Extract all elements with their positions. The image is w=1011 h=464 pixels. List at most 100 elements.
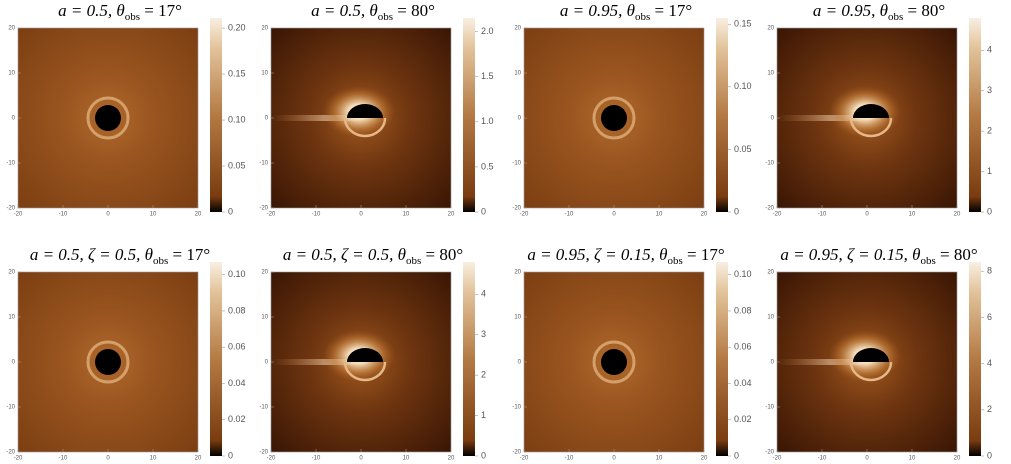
intensity-image — [271, 272, 451, 452]
colorbar-tick-label: 0 — [228, 206, 233, 216]
x-tick-label: 20 — [195, 212, 202, 218]
x-tick-label: -10 — [818, 212, 827, 218]
y-tick-label: -10 — [259, 405, 268, 411]
colorbar-tick-label: 0.10 — [734, 81, 752, 91]
title-prefix: a = 0.5, ζ = 0.5, — [30, 245, 145, 264]
title-suffix: = 17° — [168, 245, 210, 264]
y-tick-label: -20 — [259, 206, 268, 212]
colorbar-tick-label: 0 — [987, 450, 992, 460]
x-tick-label: -20 — [520, 212, 529, 218]
colorbar-tick-label: 1.5 — [481, 71, 494, 81]
lower-ring — [343, 361, 387, 382]
y-tick-label: 20 — [261, 270, 268, 276]
x-tick-label: 10 — [909, 456, 916, 462]
title-theta: θ — [880, 1, 888, 20]
colorbar-tick-label: 0.10 — [228, 114, 246, 124]
colorbar-tick-label: 0 — [734, 206, 739, 216]
colorbar-tick-label: 0 — [481, 450, 486, 460]
panel: a = 0.95, θobs = 17° -20-20 -10 -10 0 0 10 10 20… — [512, 1, 751, 218]
colorbar-tick-label: 3 — [481, 329, 486, 339]
photon-ring — [592, 96, 636, 140]
panel-title: a = 0.5, ζ = 0.5, θobs = 80° — [283, 245, 463, 267]
x-tick-label: -10 — [565, 456, 574, 462]
colorbar-tick-label: 0.05 — [734, 144, 752, 154]
y-tick-label: -20 — [765, 206, 774, 212]
title-theta: θ — [116, 1, 124, 20]
x-tick-label: 10 — [656, 456, 663, 462]
colorbar-tick-label: 0.08 — [228, 305, 246, 315]
title-prefix: a = 0.95, — [560, 1, 627, 20]
panel-title: a = 0.5, θobs = 80° — [311, 1, 435, 23]
shadow — [347, 104, 383, 118]
colorbar-tick-label: 0.04 — [734, 378, 752, 388]
y-tick-label: -20 — [512, 206, 521, 212]
y-tick-label: -20 — [765, 450, 774, 456]
intensity-image — [524, 272, 704, 452]
x-tick-label: 20 — [954, 456, 961, 462]
x-tick-label: -20 — [267, 456, 276, 462]
x-tick-label: 0 — [359, 456, 363, 462]
y-tick-label: 10 — [261, 315, 268, 321]
shadow — [601, 349, 627, 375]
colorbar-tick-label: 0 — [987, 206, 992, 216]
colorbar-tick-label: 3 — [987, 85, 992, 95]
panel-title: a = 0.5, θobs = 17° — [58, 1, 182, 23]
x-tick-label: -20 — [520, 456, 529, 462]
title-suffix: = 80° — [936, 245, 978, 264]
shadow — [95, 105, 121, 131]
panel: a = 0.95, θobs = 80°-20-20-10-1000101020… — [765, 1, 992, 218]
panel: a = 0.5, ζ = 0.5, θobs = 17° -20-20 -10 -10… — [6, 245, 245, 462]
intensity-image — [18, 28, 198, 208]
colorbar-tick-label: 0.20 — [228, 22, 246, 32]
y-tick-label: 0 — [518, 116, 522, 122]
x-tick-label: 0 — [359, 212, 363, 218]
x-tick-label: 20 — [701, 212, 708, 218]
panel-title: a = 0.95, θobs = 80° — [813, 1, 945, 23]
x-tick-label: 10 — [403, 456, 410, 462]
y-tick-label: -20 — [6, 206, 15, 212]
colorbar-tick-label: 0.06 — [734, 342, 752, 352]
colorbar-tick-label: 0.06 — [228, 342, 246, 352]
title-suffix: = 17° — [683, 245, 725, 264]
colorbar-tick-label: 1 — [987, 166, 992, 176]
panel: a = 0.5, θobs = 17° -20-20 -10 -10 0 0 10 10 20 2… — [6, 1, 245, 218]
y-tick-label: 0 — [771, 360, 775, 366]
y-tick-label: 10 — [767, 315, 774, 321]
panel: a = 0.5, θobs = 80° -20-20 -10 -10 0 0 10 10 20 2… — [259, 1, 493, 218]
title-prefix: a = 0.5, — [311, 1, 369, 20]
colorbar-tick-label: 0.05 — [228, 160, 246, 170]
panel-title: a = 0.5, ζ = 0.5, θobs = 17° — [30, 245, 210, 267]
shadow — [601, 105, 627, 131]
x-tick-label: -10 — [312, 212, 321, 218]
photon-ring — [592, 340, 636, 384]
title-suffix: = 17° — [140, 1, 182, 20]
disk-streak — [271, 359, 355, 365]
y-tick-label: 10 — [514, 315, 521, 321]
colorbar-tick-label: 0.02 — [734, 414, 752, 424]
lower-ring — [849, 361, 893, 382]
x-tick-label: 0 — [865, 456, 869, 462]
colorbar — [463, 262, 475, 456]
title-subscript: obs — [921, 255, 936, 267]
title-suffix: = 80° — [393, 1, 435, 20]
title-theta: θ — [398, 245, 406, 264]
intensity-image — [777, 28, 957, 208]
title-suffix: = 17° — [650, 1, 692, 20]
panel: a = 0.95, ζ = 0.15, θobs = 17° -20-20 -10 -… — [512, 245, 751, 462]
x-tick-label: -10 — [312, 456, 321, 462]
y-tick-label: 10 — [261, 71, 268, 77]
colorbar-tick-label: 2 — [987, 126, 992, 136]
y-tick-label: 20 — [8, 26, 15, 32]
colorbar-tick-label: 4 — [987, 45, 992, 55]
colorbar-tick-label: 0.08 — [734, 305, 752, 315]
y-tick-label: 10 — [8, 71, 15, 77]
photon-ring — [86, 96, 130, 140]
title-prefix: a = 0.5, ζ = 0.5, — [283, 245, 398, 264]
intensity-image — [777, 272, 957, 452]
x-tick-label: 0 — [612, 212, 616, 218]
title-subscript: obs — [125, 11, 140, 23]
y-tick-label: -20 — [6, 450, 15, 456]
y-tick-label: -20 — [512, 450, 521, 456]
title-prefix: a = 0.95, ζ = 0.15, — [527, 245, 659, 264]
colorbar-tick-label: 4 — [987, 358, 992, 368]
